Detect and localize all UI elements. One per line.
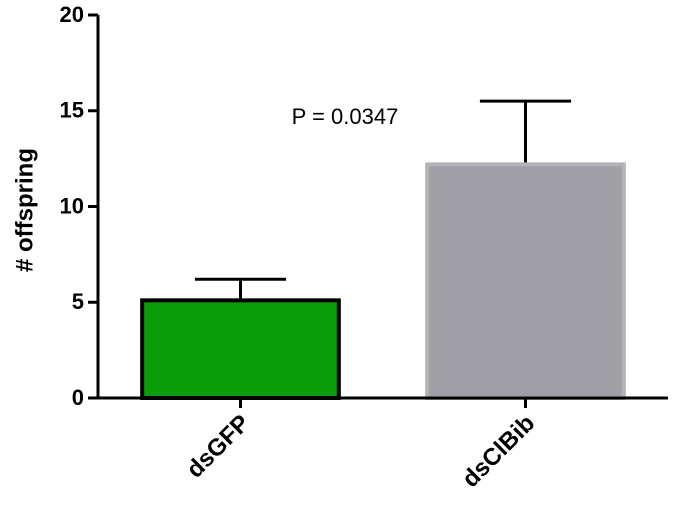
y-tick-label: 15 — [60, 98, 84, 123]
bar — [140, 298, 341, 400]
y-tick-label: 20 — [60, 2, 84, 27]
y-axis-label: # offspring — [11, 148, 38, 272]
x-tick-label: dsClBib — [457, 410, 540, 493]
y-tick-label: 0 — [72, 385, 84, 410]
x-tick-label: dsGFP — [181, 410, 255, 484]
annotation: P = 0.0347 — [292, 104, 399, 129]
y-tick-label: 5 — [72, 289, 84, 314]
y-tick-label: 10 — [60, 193, 84, 218]
bar — [425, 162, 626, 400]
